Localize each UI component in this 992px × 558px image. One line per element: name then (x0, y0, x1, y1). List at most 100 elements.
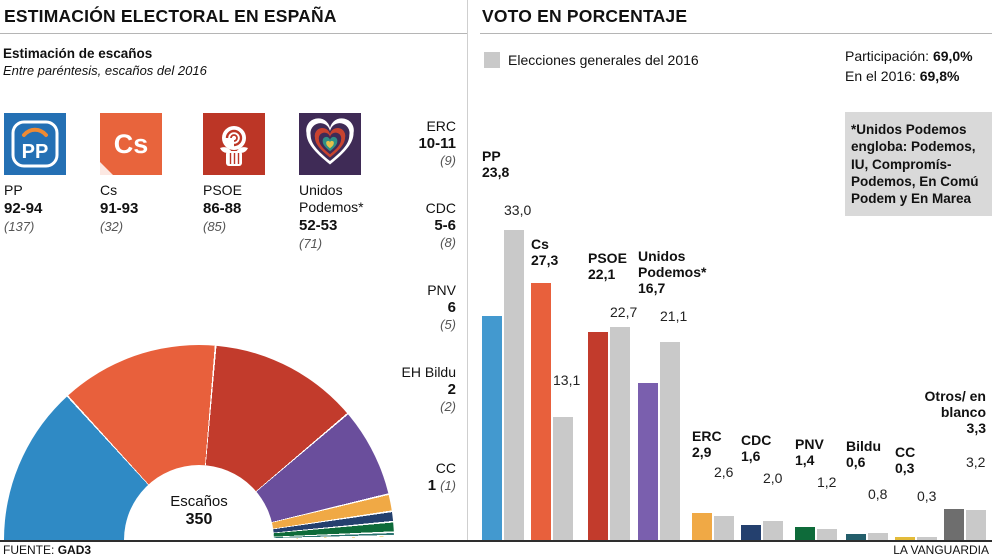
right-panel-title: VOTO EN PORCENTAJE (482, 6, 688, 26)
bar-2016-value: 1,2 (817, 474, 837, 490)
bar-label: CC 0,3 (895, 444, 916, 476)
minor-party-name: CC (435, 460, 456, 476)
participation-2016-label: En el 2016: (845, 68, 916, 84)
pp-logo-text: PP (22, 141, 49, 163)
bar-estimate (846, 534, 866, 540)
minor-party-pnv: PNV 6 (5) (427, 282, 456, 333)
party-seat-range: 52-53 (299, 217, 338, 234)
bar-2016-value: 21,1 (660, 308, 688, 324)
minor-party-name: EH Bildu (401, 364, 456, 380)
minor-party-2016: (1) (440, 478, 456, 493)
minor-party-name: PNV (427, 282, 456, 298)
publication-brand: LA VANGUARDIA (893, 543, 989, 557)
hemicycle-chart: Escaños 350 (4, 345, 394, 540)
minor-party-range: 10-11 (418, 135, 456, 152)
source-name: GAD3 (57, 543, 92, 557)
bar-estimate (531, 283, 551, 540)
minor-party-2016: (5) (440, 317, 456, 332)
bar-2016-value: 13,1 (553, 372, 581, 388)
cs-logo: Cs (100, 113, 162, 175)
party-name: PP (4, 182, 23, 198)
bar-label: Otros/ en blanco 3,3 (924, 388, 986, 436)
minor-party-2016: (2) (440, 399, 456, 414)
heart-icon (299, 113, 361, 175)
pp-logo-icon: PP (4, 113, 66, 175)
bar-2016-value: 0,3 (917, 488, 937, 504)
bar-label: Unidos Podemos* 16,7 (638, 248, 707, 296)
bar-estimate (692, 512, 712, 540)
participation-2016-line: En el 2016: 69,8% (845, 66, 973, 86)
minor-party-cc: CC 1 (1) (428, 460, 456, 495)
bar-2016-value: 22,7 (610, 304, 638, 320)
bar-estimate (588, 332, 608, 540)
bar-2016 (763, 521, 783, 540)
party-seat-range: 86-88 (203, 200, 242, 217)
participation-label: Participación: (845, 48, 930, 64)
participation-2016-value: 69,8% (919, 68, 960, 84)
party-card-cs: Cs Cs 91-93 (32) (100, 113, 186, 235)
participation-line: Participación: 69,0% (845, 46, 973, 66)
seats-subtitle: Estimación de escaños (3, 46, 153, 61)
bar-2016 (917, 537, 937, 540)
cs-logo-text: Cs (113, 128, 149, 159)
source-label: FUENTE: (3, 543, 55, 557)
participation-value: 69,0% (932, 48, 973, 64)
legend: Elecciones generales del 2016 (484, 52, 699, 68)
bar-2016-value: 2,0 (763, 470, 783, 486)
party-seat-range: 92-94 (4, 200, 43, 217)
bar-2016 (610, 326, 630, 540)
party-name: Cs (100, 182, 118, 198)
bar-2016 (868, 532, 888, 540)
bar-estimate (482, 316, 502, 540)
bar-estimate (944, 509, 964, 540)
party-name: PSOE (203, 182, 242, 198)
bar-2016 (553, 416, 573, 540)
party-card-unidos-podemos: Unidos Podemos* 52-53 (71) (299, 113, 385, 252)
vote-percentage-chart: PP 23,8 33,0 Cs 27,3 13,1 PSOE 22,1 22,7 Un… (480, 0, 992, 540)
bar-label: CDC 1,6 (741, 432, 772, 464)
minor-party-range: 6 (447, 299, 456, 316)
bar-2016-value: 0,8 (868, 486, 888, 502)
minor-party-2016: (9) (440, 153, 456, 168)
bar-label: Cs 27,3 (531, 236, 559, 268)
bar-2016 (817, 528, 837, 540)
bar-estimate (795, 526, 815, 540)
party-seat-range: 91-93 (100, 200, 139, 217)
bar-2016 (714, 515, 734, 540)
bar-label: Bildu 0,6 (846, 438, 881, 470)
minor-party-eh-bildu: EH Bildu 2 (2) (402, 364, 456, 415)
bar-2016-value: 33,0 (504, 202, 532, 218)
party-seats-2016: (137) (4, 219, 35, 234)
panel-divider (467, 0, 468, 540)
unidos-podemos-logo (299, 113, 361, 175)
unidos-podemos-note: *Unidos Podemos engloba: Podemos, IU, Co… (845, 112, 992, 217)
bar-2016 (504, 229, 524, 540)
party-name: Unidos Podemos* (299, 182, 364, 215)
minor-party-cdc: CDC 5-6 (8) (426, 200, 456, 251)
legend-label: Elecciones generales del 2016 (508, 52, 699, 68)
party-seats-2016: (71) (299, 236, 323, 251)
psoe-fist-rose-icon (203, 113, 265, 175)
bar-label: PNV 1,4 (795, 436, 824, 468)
source-credit: FUENTE: GAD3 (3, 543, 91, 557)
minor-party-range: 2 (447, 381, 456, 398)
bar-2016-value: 2,6 (714, 464, 734, 480)
header-rule-right (480, 33, 992, 34)
left-panel-title: ESTIMACIÓN ELECTORAL EN ESPAÑA (4, 6, 337, 26)
psoe-logo (203, 113, 265, 175)
bar-label: PSOE 22,1 (588, 250, 627, 282)
hemicycle-seats-total: 350 (185, 511, 213, 528)
cs-logo-triangle-icon (100, 162, 113, 175)
minor-party-erc: ERC 10-11 (9) (418, 118, 456, 169)
bar-label: ERC 2,9 (692, 428, 722, 460)
minor-party-range: 5-6 (434, 217, 456, 234)
minor-party-2016: (8) (440, 235, 456, 250)
pp-logo: PP (4, 113, 66, 175)
hemicycle-seats-label: Escaños (170, 493, 228, 510)
party-card-psoe: PSOE 86-88 (85) (203, 113, 289, 235)
bar-estimate (895, 537, 915, 540)
party-seats-2016: (32) (100, 219, 124, 234)
party-seats-2016: (85) (203, 219, 227, 234)
seats-subtitle-note: Entre paréntesis, escaños del 2016 (3, 63, 207, 78)
